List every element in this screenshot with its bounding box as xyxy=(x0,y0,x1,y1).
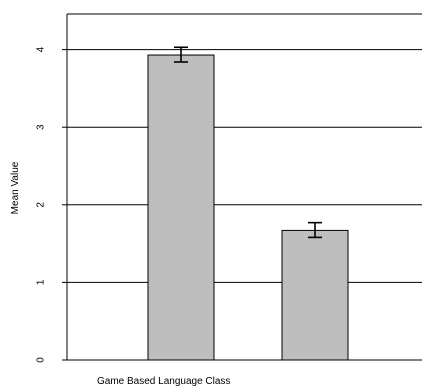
y-axis xyxy=(66,13,422,360)
y-tick-label-4: 4 xyxy=(36,46,47,52)
y-tick-label-2: 2 xyxy=(36,202,47,208)
x-axis-title: Game Based Language Class xyxy=(97,376,230,387)
y-tick-label-3: 3 xyxy=(36,124,47,130)
y-tick-label-0: 0 xyxy=(36,357,47,363)
error-bar-1 xyxy=(174,46,188,63)
y-axis-title: Mean Value xyxy=(10,161,21,214)
error-bars xyxy=(174,46,322,239)
bar-1 xyxy=(147,54,215,361)
y-tick-labels: 0 1 2 3 4 xyxy=(36,46,67,363)
grid-lines xyxy=(67,49,422,361)
bar-2 xyxy=(281,229,349,361)
bars xyxy=(147,54,349,361)
y-tick-label-1: 1 xyxy=(36,279,47,285)
error-bar-2 xyxy=(308,221,322,239)
